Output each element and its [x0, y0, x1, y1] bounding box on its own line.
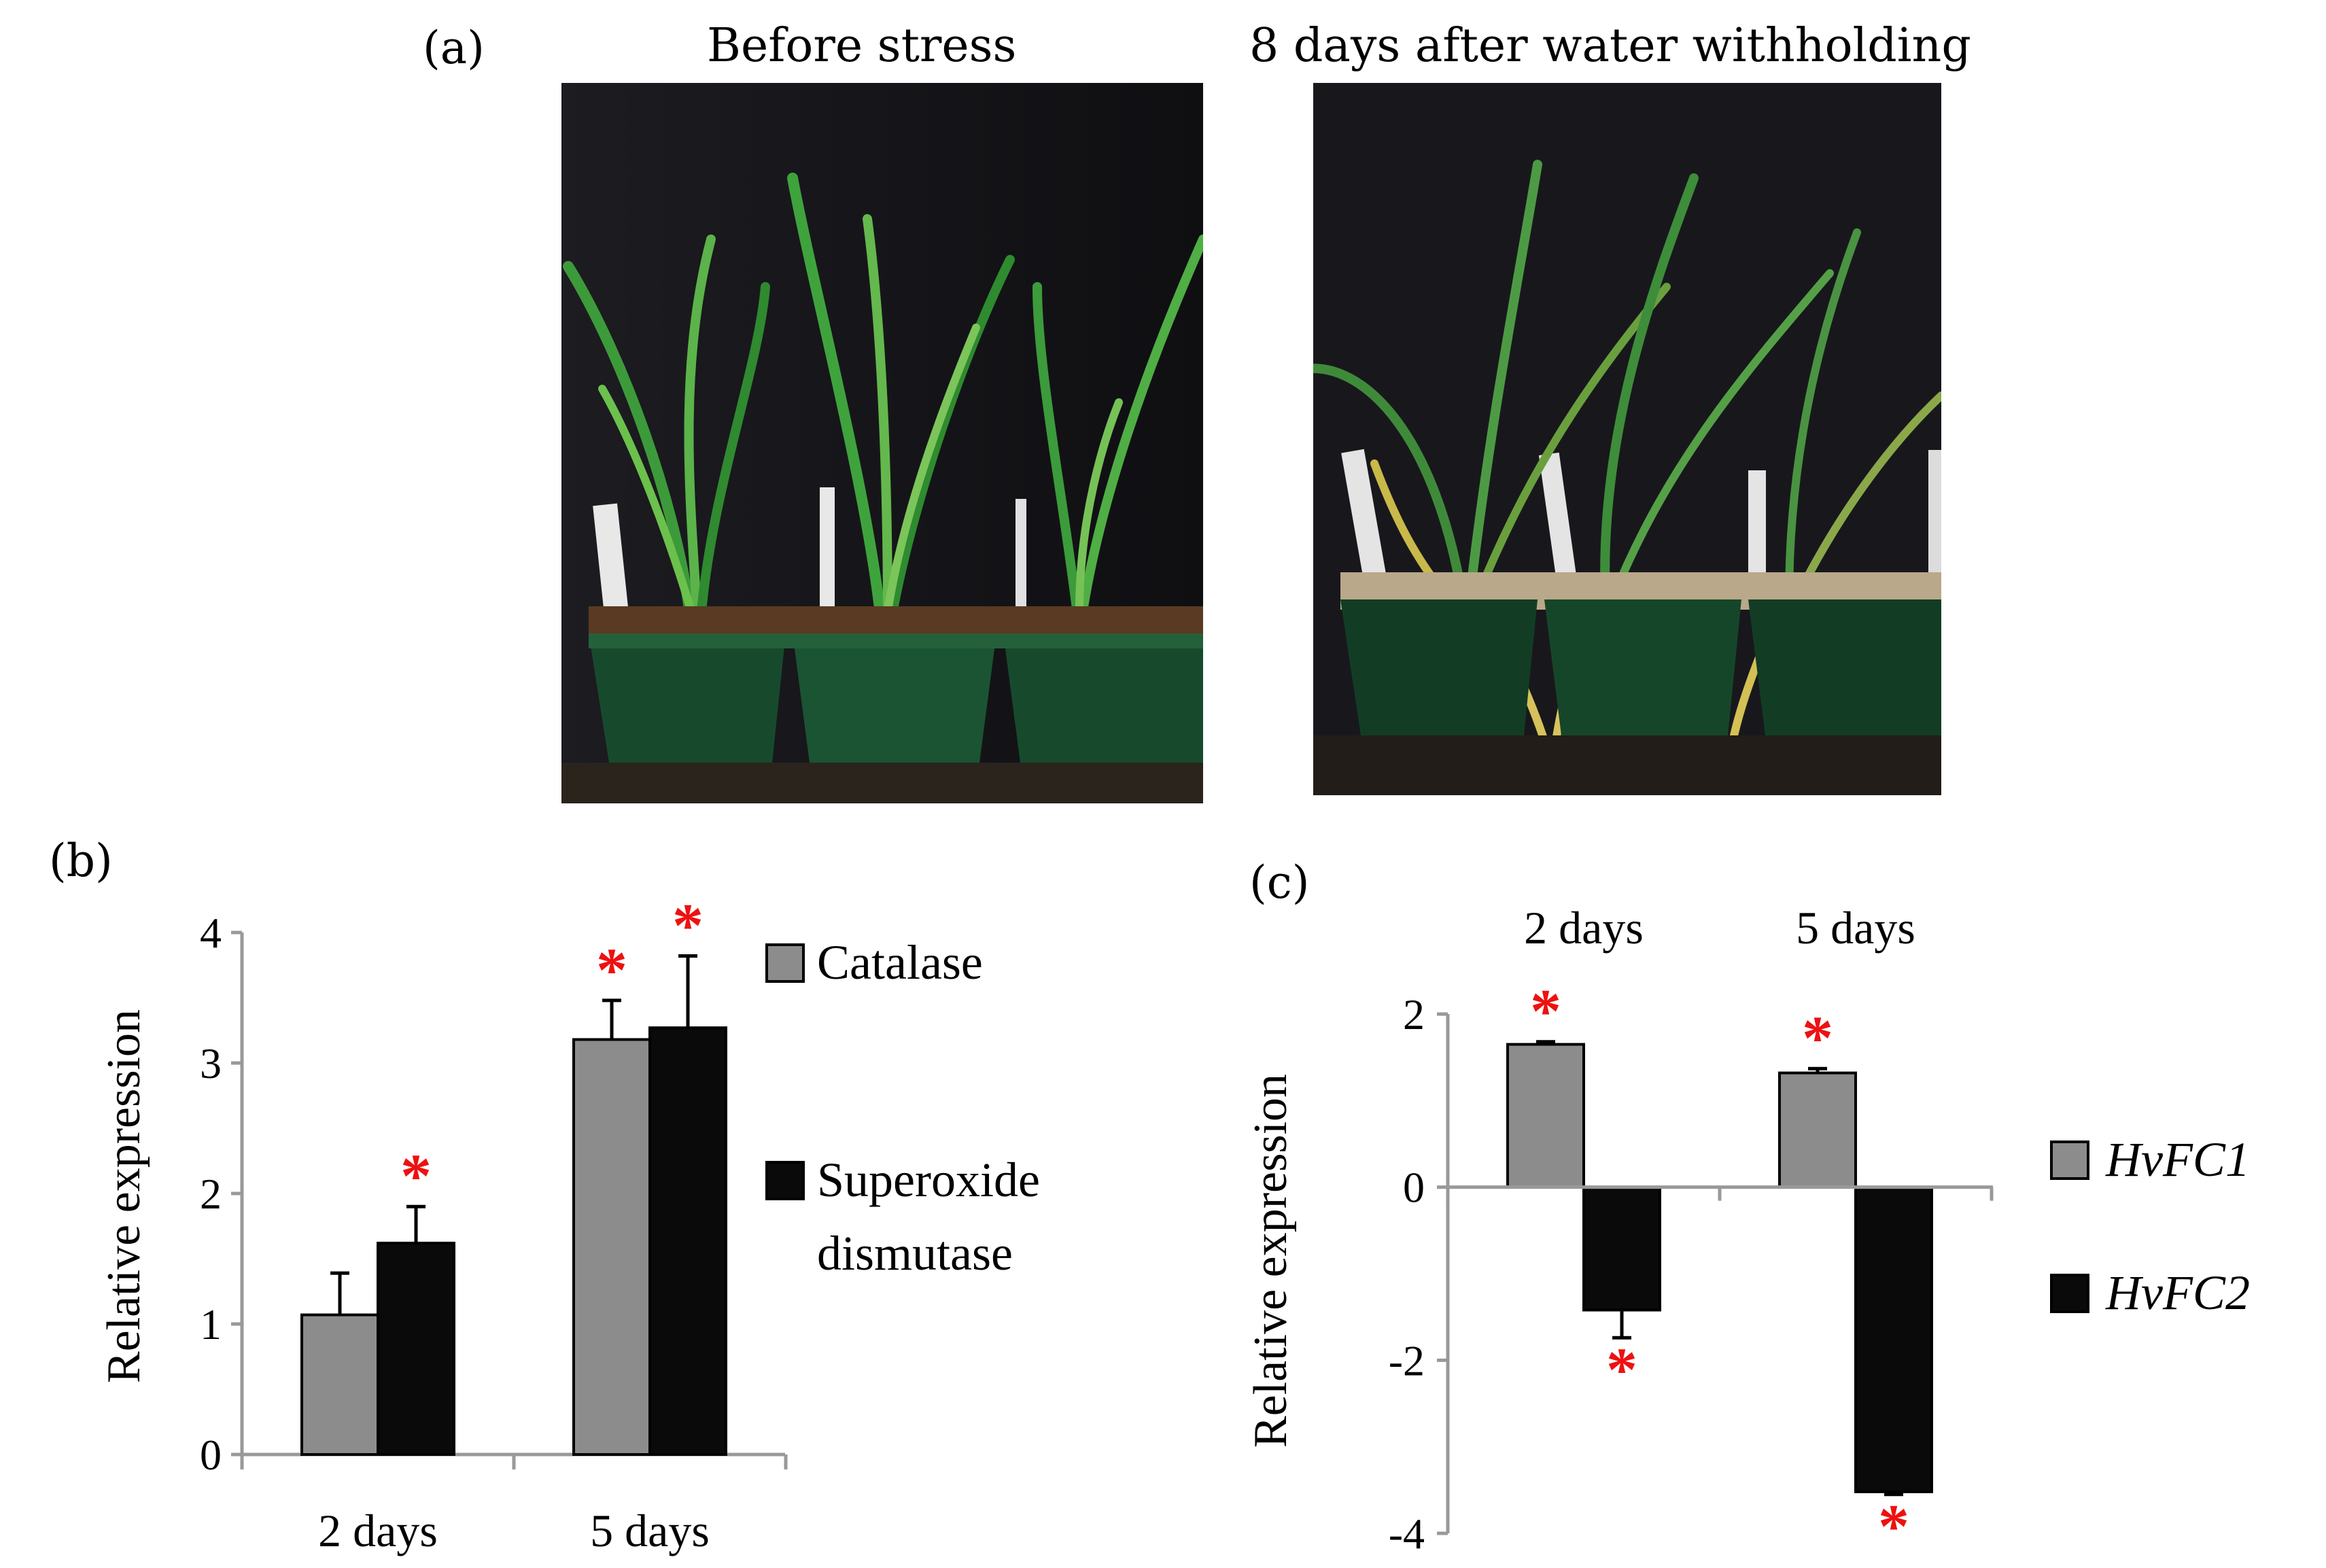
chart-c-ytick-label: -4 — [1389, 1510, 1425, 1558]
legend-label-superoxide-line1: Superoxide — [817, 1153, 1040, 1207]
chart-c-ytick-label: 2 — [1403, 990, 1425, 1039]
chart-c-ylabel: Relative expression — [1245, 1074, 1297, 1448]
chart-c-significance-star: * — [1606, 1335, 1637, 1404]
chart-b-ylabel: Relative expression — [98, 1009, 150, 1383]
before-stress-photo — [561, 83, 1203, 803]
chart-c-category-label: 5 days — [1796, 902, 1915, 954]
legend-swatch-hvfc1 — [2050, 1140, 2089, 1180]
chart-b-ytick-label: 0 — [200, 1431, 222, 1479]
chart-b-significance-star: * — [400, 1141, 432, 1210]
chart-c-bar-hvfc1 — [1506, 1043, 1585, 1189]
chart-b-significance-star: * — [672, 891, 704, 960]
chart-c-significance-star: * — [1802, 1003, 1833, 1073]
legend-swatch-hvfc2 — [2050, 1274, 2089, 1313]
before-stress-title: Before stress — [707, 19, 1017, 73]
chart-c-ytick-label: 0 — [1403, 1164, 1425, 1212]
chart-b-significance-star: * — [596, 935, 627, 1005]
chart-c-category-label: 2 days — [1524, 902, 1644, 954]
legend-label-catalase: Catalase — [817, 935, 983, 990]
legend-label-superoxide-line2: dismutase — [817, 1226, 1013, 1280]
chart-c-bar-hvfc1 — [1778, 1071, 1857, 1189]
legend-swatch-catalase — [765, 943, 805, 983]
after-water-withholding-title: 8 days after water withholding — [1249, 19, 1971, 73]
chart-b-category-label: 2 days — [318, 1505, 438, 1556]
barley-seedlings-drought-icon — [1313, 83, 1941, 795]
barley-seedlings-watered-icon — [561, 83, 1203, 803]
chart-b-bar-superoxide-dismutase — [377, 1241, 455, 1456]
panel-c-label: (c) — [1249, 856, 1310, 909]
chart-b-bar-catalase — [300, 1313, 379, 1457]
panel-a-label: (a) — [423, 22, 485, 74]
chart-c-bar-hvfc2 — [1582, 1185, 1661, 1312]
chart-b-ytick-label: 3 — [200, 1039, 222, 1087]
chart-c-bar-hvfc2 — [1854, 1185, 1933, 1493]
chart-b-bar-catalase — [572, 1038, 651, 1456]
chart-c-significance-star: * — [1878, 1492, 1909, 1561]
chart-b-ytick-label: 2 — [200, 1170, 222, 1218]
legend-label-hvfc2: HvFC2 — [2105, 1266, 2250, 1320]
chart-b-ytick-label: 4 — [200, 909, 222, 957]
chart-c-ytick-label: -2 — [1389, 1336, 1425, 1384]
legend-swatch-superoxide-dismutase — [765, 1161, 805, 1200]
panel-b-label: (b) — [49, 835, 113, 887]
chart-b-ytick-label: 1 — [200, 1300, 222, 1348]
chart-c-significance-star: * — [1530, 977, 1561, 1046]
chart-b-category-label: 5 days — [590, 1505, 710, 1556]
legend-label-hvfc1: HvFC1 — [2105, 1132, 2250, 1187]
after-water-withholding-photo — [1313, 83, 1941, 795]
